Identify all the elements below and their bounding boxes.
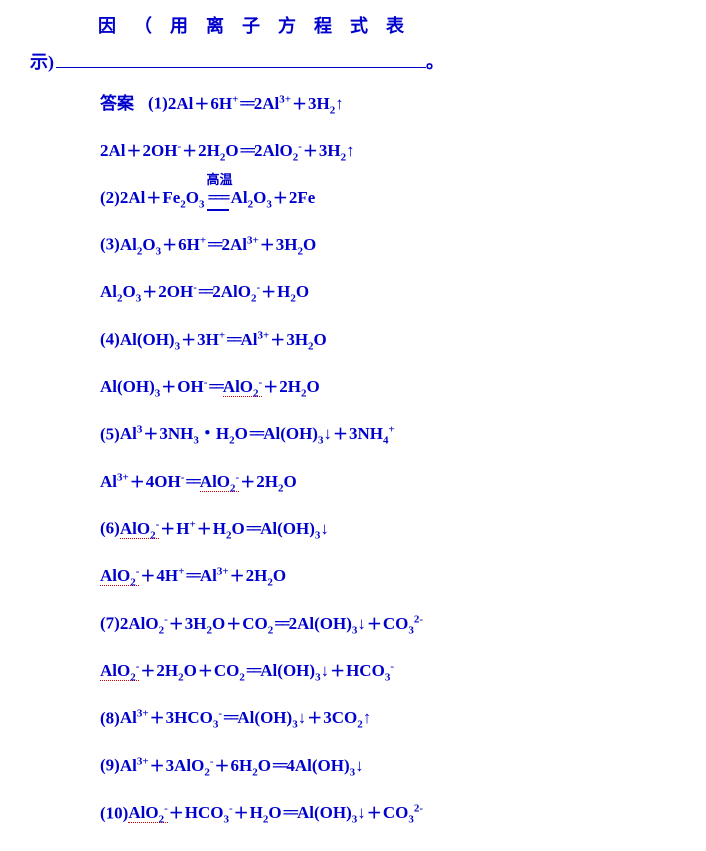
equation-body: Al3＋3NH3・H2O==Al(OH)3↓＋3NH4+ — [120, 424, 395, 443]
equation-body: 2Al＋2OH-＋2H2O==2AlO2-＋3H2↑ — [100, 141, 355, 160]
equation-number: (4) — [100, 330, 120, 349]
equation-body: 2AlO2-＋3H2O＋CO2==2Al(OH)3↓＋CO32- — [120, 614, 423, 633]
equation-body: Al3+＋4OH-==AlO2-＋2H2O — [100, 472, 297, 491]
equation-body: Al(OH)3＋3H+==Al3+＋3H2O — [120, 330, 327, 349]
equation-line: (8)Al3+＋3HCO3-==Al(OH)3↓＋3CO2↑ — [100, 707, 676, 732]
equation-body: AlO2-＋4H+==Al3+＋2H2O — [100, 566, 286, 585]
equation-line: AlO2-＋4H+==Al3+＋2H2O — [100, 565, 676, 590]
header-text-2: 示) — [30, 52, 54, 72]
equation-line: (7)2AlO2-＋3H2O＋CO2==2Al(OH)3↓＋CO32- — [100, 612, 676, 637]
equation-line: (9)Al3+＋3AlO2-＋6H2O==4Al(OH)3↓ — [100, 754, 676, 779]
equation-body: Al3+＋3AlO2-＋6H2O==4Al(OH)3↓ — [120, 756, 364, 775]
equation-number: (2) — [100, 188, 120, 207]
equation-number: (9) — [100, 756, 120, 775]
equation-number: (10) — [100, 803, 128, 822]
equation-number: (3) — [100, 235, 120, 254]
equation-line: (4)Al(OH)3＋3H+==Al3+＋3H2O — [100, 328, 676, 353]
equation-body: Al2O3＋6H+==2Al3+＋3H2O — [120, 235, 316, 254]
equation-body: 2Al＋6H+==2Al3+＋3H2↑ — [168, 94, 344, 113]
fill-blank — [56, 67, 426, 68]
header-text-3: 。 — [426, 52, 444, 72]
equation-line: 答案 (1)2Al＋6H+==2Al3+＋3H2↑ — [100, 92, 676, 117]
equation-body: Al3+＋3HCO3-==Al(OH)3↓＋3CO2↑ — [120, 708, 371, 727]
answer-label: 答案 — [100, 94, 134, 113]
equation-body: 2Al＋Fe2O3高温===Al2O3＋2Fe — [120, 188, 315, 207]
question-header: 因（用离子方程式表 示) 。 — [30, 8, 676, 80]
equation-line: (6)AlO2-＋H+＋H2O==Al(OH)3↓ — [100, 517, 676, 542]
equation-line: (10)AlO2-＋HCO3-＋H2O==Al(OH)3↓＋CO32- — [100, 802, 676, 827]
equation-line: Al2O3＋2OH-==2AlO2-＋H2O — [100, 281, 676, 306]
equation-line: (5)Al3＋3NH3・H2O==Al(OH)3↓＋3NH4+ — [100, 423, 676, 448]
equation-number: (6) — [100, 519, 120, 538]
equation-line: (3)Al2O3＋6H+==2Al3+＋3H2O — [100, 233, 676, 258]
equation-body: Al(OH)3＋OH-==AlO2-＋2H2O — [100, 377, 320, 396]
equation-line: (2)2Al＋Fe2O3高温===Al2O3＋2Fe — [100, 187, 676, 212]
equation-body: AlO2-＋H+＋H2O==Al(OH)3↓ — [120, 519, 329, 538]
equation-number: (8) — [100, 708, 120, 727]
equation-list: 答案 (1)2Al＋6H+==2Al3+＋3H2↑ 2Al＋2OH-＋2H2O==2… — [30, 92, 676, 827]
equation-line: Al(OH)3＋OH-==AlO2-＋2H2O — [100, 375, 676, 400]
header-text-1: 因（用离子方程式表 — [98, 16, 422, 36]
equation-line: 2Al＋2OH-＋2H2O==2AlO2-＋3H2↑ — [100, 139, 676, 164]
equation-number: (1) — [148, 94, 168, 113]
equation-line: Al3+＋4OH-==AlO2-＋2H2O — [100, 470, 676, 495]
equation-body: Al2O3＋2OH-==2AlO2-＋H2O — [100, 282, 309, 301]
equation-number: (5) — [100, 424, 120, 443]
equation-body: AlO2-＋2H2O＋CO2==Al(OH)3↓＋HCO3- — [100, 661, 394, 680]
equation-number: (7) — [100, 614, 120, 633]
equation-line: AlO2-＋2H2O＋CO2==Al(OH)3↓＋HCO3- — [100, 659, 676, 684]
equation-body: AlO2-＋HCO3-＋H2O==Al(OH)3↓＋CO32- — [128, 803, 423, 822]
